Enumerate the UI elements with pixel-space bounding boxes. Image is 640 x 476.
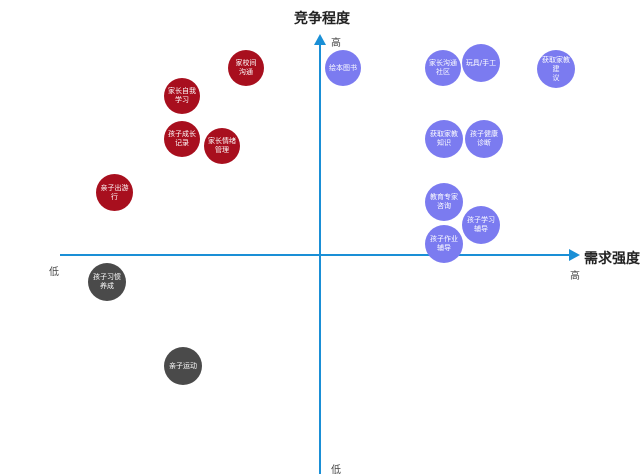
x-axis-low-label: 低 — [49, 267, 59, 278]
x-axis-arrow — [569, 249, 580, 261]
item-child-study-tutoring: 孩子学习 辅导 — [462, 206, 500, 244]
item-parent-community: 家长沟通 社区 — [425, 50, 461, 86]
item-parenting-knowledge: 获取家教 知识 — [425, 120, 463, 158]
x-axis-high-label: 高 — [570, 271, 580, 282]
y-axis-low-label: 低 — [331, 465, 341, 476]
item-family-sports: 亲子运动 — [164, 347, 202, 385]
x-axis-title: 需求强度 — [584, 251, 640, 267]
x-axis-line — [60, 254, 570, 256]
item-toys-handicraft: 玩具/手工 — [462, 44, 500, 82]
item-homework-tutoring: 孩子作业 辅导 — [425, 225, 463, 263]
item-picture-books: 绘本图书 — [325, 50, 361, 86]
item-parent-emotion-management: 家长情绪 管理 — [204, 128, 240, 164]
item-child-growth-record: 孩子成长 记录 — [164, 121, 200, 157]
y-axis-line — [319, 44, 321, 474]
item-child-health-diagnosis: 孩子健康 诊断 — [465, 120, 503, 158]
y-axis-arrow — [314, 34, 326, 45]
item-education-expert-consult: 教育专家 咨询 — [425, 183, 463, 221]
y-axis-title: 竞争程度 — [294, 11, 350, 27]
item-parent-self-learning: 家长自我 学习 — [164, 78, 200, 114]
item-parenting-advice: 获取家教建 议 — [537, 50, 575, 88]
y-axis-high-label: 高 — [331, 38, 341, 49]
item-child-habit-building: 孩子习惯 养成 — [88, 263, 126, 301]
item-family-travel: 亲子出游行 — [96, 174, 133, 211]
item-home-school-communication: 家校间 沟通 — [228, 50, 264, 86]
